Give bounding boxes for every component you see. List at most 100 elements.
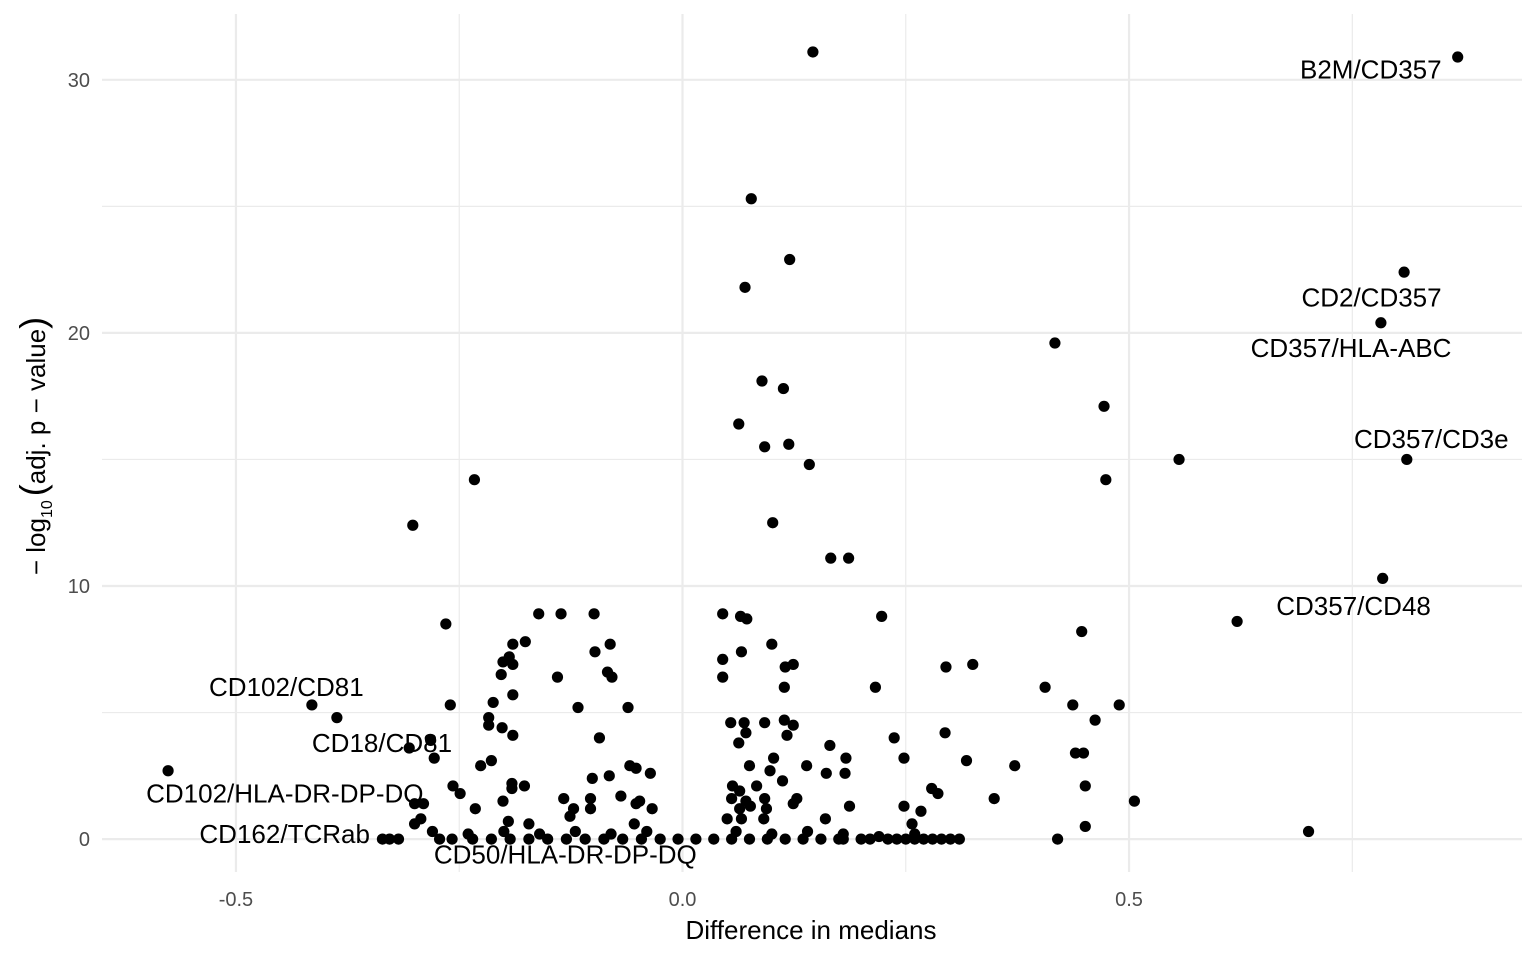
data-point <box>417 798 430 810</box>
data-point <box>588 608 600 620</box>
data-point <box>708 833 720 845</box>
data-point <box>766 638 778 650</box>
point-label: CD102/HLA-DR-DP-DQ <box>146 779 423 809</box>
data-point <box>622 701 634 714</box>
data-point <box>495 668 507 681</box>
point-label: CD357/CD3e <box>1354 424 1509 454</box>
data-point <box>741 613 753 625</box>
y-tick-label: 30 <box>68 70 90 92</box>
data-point <box>873 830 885 843</box>
data-point <box>1069 747 1082 759</box>
y-axis-title-paren-close: ) <box>12 317 53 329</box>
data-point <box>1113 699 1125 711</box>
data-point <box>717 671 729 683</box>
data-point <box>759 441 771 453</box>
data-point <box>507 689 519 701</box>
point-label: B2M/CD357 <box>1300 55 1442 85</box>
data-point <box>518 780 531 792</box>
data-point <box>891 833 903 845</box>
data-point <box>777 382 790 395</box>
x-tick-label: -0.5 <box>219 889 253 911</box>
data-point <box>584 803 597 815</box>
data-point <box>843 800 856 812</box>
data-point <box>751 780 763 792</box>
data-point <box>628 818 640 830</box>
data-point <box>717 608 729 620</box>
data-point <box>745 193 757 205</box>
data-point <box>496 722 508 734</box>
data-point <box>900 833 912 845</box>
data-point <box>738 717 750 729</box>
point-label: CD102/CD81 <box>209 672 364 702</box>
data-point <box>507 638 519 650</box>
data-point <box>469 803 481 815</box>
data-point <box>855 833 867 845</box>
data-point <box>864 833 876 845</box>
data-point <box>1452 51 1464 63</box>
data-point <box>454 787 466 800</box>
data-point <box>497 656 509 668</box>
data-point <box>717 653 729 665</box>
data-point <box>606 671 618 683</box>
x-axis-title: Difference in medians <box>686 915 937 945</box>
data-point <box>519 636 531 648</box>
data-point <box>803 458 815 471</box>
data-point <box>725 717 737 729</box>
y-axis-title-inner: adj. p − value <box>21 329 51 484</box>
y-tick-label: 0 <box>79 829 90 851</box>
data-point <box>906 818 918 830</box>
data-point <box>392 833 405 845</box>
data-point <box>1128 795 1141 807</box>
data-point <box>533 608 545 620</box>
data-point <box>783 438 795 450</box>
data-point <box>767 752 780 764</box>
y-axis-title: − log10 (adj. p − value) <box>12 317 56 575</box>
data-point <box>824 739 836 752</box>
data-point <box>485 755 497 767</box>
data-point <box>888 732 900 744</box>
data-point <box>967 658 979 671</box>
data-point <box>502 815 514 827</box>
x-tick-label: 0.0 <box>669 889 697 911</box>
data-point <box>403 742 415 754</box>
data-point <box>672 833 684 845</box>
data-point <box>446 833 458 845</box>
data-point <box>630 798 642 810</box>
data-point <box>690 833 702 845</box>
data-point <box>733 737 745 749</box>
data-point <box>1079 780 1091 792</box>
data-point <box>744 800 756 812</box>
data-point <box>876 610 888 622</box>
data-point <box>425 734 437 746</box>
data-point <box>944 833 957 845</box>
data-point <box>779 833 791 845</box>
y-tick-label: 10 <box>68 576 90 598</box>
data-point <box>1231 615 1243 628</box>
data-point <box>819 813 831 825</box>
data-point <box>726 793 738 805</box>
data-point <box>1079 820 1091 833</box>
data-point <box>586 772 598 784</box>
point-label: CD357/HLA-ABC <box>1251 333 1452 363</box>
data-point <box>428 752 440 764</box>
data-point <box>743 760 756 772</box>
data-point <box>1401 453 1413 466</box>
data-point <box>641 825 653 838</box>
data-point <box>560 833 573 845</box>
data-point <box>898 752 910 764</box>
data-point <box>939 727 951 739</box>
data-point <box>1067 699 1079 711</box>
data-point <box>555 608 567 620</box>
data-point <box>507 729 519 741</box>
data-point <box>462 828 474 840</box>
data-point <box>564 810 576 822</box>
data-point <box>1039 681 1051 693</box>
data-point <box>882 833 894 845</box>
data-point <box>542 833 554 845</box>
data-point <box>483 719 495 731</box>
data-point <box>630 762 642 774</box>
data-point <box>579 833 591 845</box>
data-point <box>766 828 778 840</box>
point-label: CD2/CD357 <box>1301 282 1441 312</box>
